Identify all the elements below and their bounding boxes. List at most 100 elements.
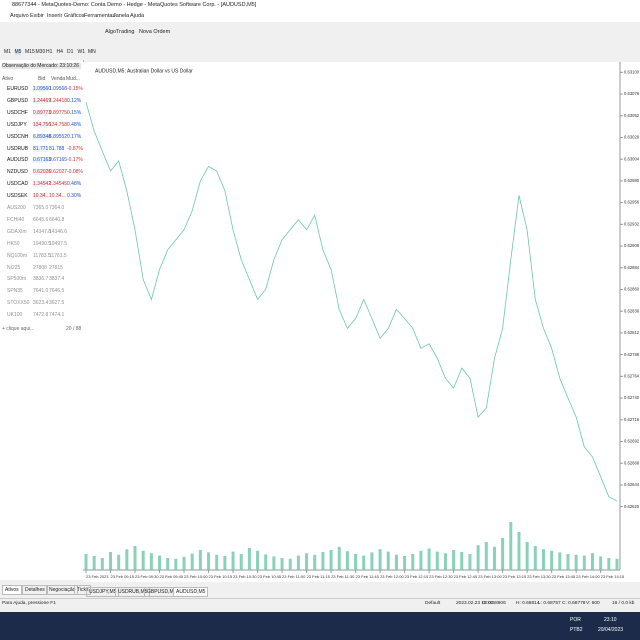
ask: 19497.5 (49, 240, 68, 247)
volume-bar (386, 551, 390, 570)
menu-bar (0, 11, 640, 22)
symbol[interactable]: GDAXIm (7, 228, 27, 235)
panel-tab[interactable]: Ticks (74, 585, 92, 595)
x-tick-label: 23 Feb 10:30 (233, 574, 257, 579)
y-tick-label: 0.62764 (624, 373, 640, 378)
menu-item[interactable]: Arquivo (10, 13, 29, 19)
status-volume: V: 600 (586, 601, 600, 606)
volume-bar (484, 542, 488, 570)
status-open: O: 0.68806 (482, 601, 506, 606)
timeframe-button[interactable]: M30 (35, 49, 46, 55)
change: 0.12% (67, 97, 82, 104)
status-help: Para Ajuda, pressione F1 (2, 601, 56, 606)
symbol[interactable]: USDCNH (7, 133, 29, 140)
timeframe-button[interactable]: MN (88, 49, 96, 55)
volume-bar (231, 551, 235, 570)
timeframe-button[interactable]: H1 (46, 49, 53, 55)
symbol[interactable]: USDRUB (7, 145, 29, 152)
panel-tab[interactable]: Negociação (46, 585, 79, 595)
symbol[interactable]: USDCAD (7, 181, 29, 188)
chart-tab[interactable]: USDJPY,M5 (86, 587, 120, 597)
symbol[interactable]: NI225 (7, 264, 21, 271)
symbol[interactable]: GBPUSD (7, 97, 29, 104)
symbol[interactable]: UK100 (7, 312, 23, 319)
x-tick-label: 23 Feb 09:15 (111, 574, 135, 579)
toolbar-button[interactable]: AlgoTrading (105, 29, 135, 35)
status-time: 2023.02.23 10:00 (456, 601, 494, 606)
x-tick-label: 23 Feb 14:00 (576, 574, 600, 579)
volume-bar (305, 553, 309, 570)
panel-tab[interactable]: Detalhes (22, 585, 48, 595)
symbol[interactable]: SPN35 (7, 288, 23, 295)
timeframe-button[interactable]: M15 (25, 49, 35, 55)
menu-item[interactable]: Exibir (30, 13, 44, 19)
chart-tab[interactable]: AUDUSD,M5 (173, 587, 209, 597)
volume-bar (403, 556, 407, 570)
timeframe-button[interactable]: W1 (77, 49, 86, 55)
y-tick-label: 0.62932 (624, 221, 640, 226)
ask: 6.89552 (49, 133, 68, 140)
symbol[interactable]: STOXX50 (7, 300, 30, 307)
symbol[interactable]: USDCHF (7, 109, 28, 116)
volume-bar (345, 551, 349, 570)
symbol[interactable]: HK50 (7, 240, 20, 247)
ask: 7474.1 (49, 312, 65, 319)
menu-item[interactable]: Gráficos (64, 13, 85, 19)
chart-tab[interactable]: USDRUB,M5 (115, 587, 151, 597)
y-tick-label: 0.63052 (624, 113, 640, 118)
y-tick-label: 0.62716 (624, 417, 640, 422)
symbol[interactable]: NZDUSD (7, 169, 28, 176)
bid: 7641.0 (33, 288, 49, 295)
timeframe-button[interactable]: M5 (14, 49, 22, 55)
timeframe-button[interactable]: M1 (4, 49, 11, 55)
y-tick-label: 0.62836 (624, 308, 640, 313)
bid: 19490.5 (33, 240, 52, 247)
bid: 6.89348 (33, 133, 52, 140)
x-tick-label: 23 Feb 10:45 (258, 574, 282, 579)
volume-bar (239, 554, 243, 570)
symbol[interactable]: FCHI40 (7, 216, 25, 223)
x-tick-label: 23 Feb 13:45 (552, 574, 576, 579)
timeframe-button[interactable]: H4 (56, 49, 63, 55)
menu-item[interactable]: Inserir (47, 13, 63, 19)
symbol[interactable]: SP500m (7, 276, 27, 283)
y-tick-label: 0.62788 (624, 352, 640, 357)
menu-item[interactable]: Janela (113, 13, 130, 19)
taskbar-date: 20/04/2023 (598, 627, 624, 633)
volume-bar (615, 558, 619, 570)
title-bar (0, 0, 640, 11)
bid: 1.34542 (33, 181, 52, 188)
y-tick-label: 0.63100 (624, 69, 640, 74)
volume-bar (117, 554, 121, 570)
menu-item[interactable]: Ajuda (130, 13, 145, 19)
bid: 0.62026 (33, 169, 52, 176)
add-symbol[interactable]: + clique aqui... (2, 326, 35, 332)
ask: 81.788 (49, 145, 65, 152)
volume-bar (215, 554, 219, 570)
volume-bar (558, 552, 562, 570)
symbol[interactable]: NQ100m (7, 252, 28, 259)
volume-bar (362, 555, 366, 570)
volume-bar (133, 546, 137, 570)
symbol[interactable]: USDSEK (7, 193, 28, 200)
menu-item[interactable]: Ferramentas (84, 13, 116, 19)
volume-bar (517, 532, 521, 570)
symbol[interactable]: AUS200 (7, 205, 26, 211)
symbol[interactable]: AUDUSD (7, 157, 29, 164)
symbol[interactable]: EURUSD (7, 86, 29, 92)
y-tick-label: 0.62668 (624, 460, 640, 465)
toolbar-button[interactable]: Nova Ordem (139, 29, 171, 35)
volume-bar (411, 554, 415, 570)
volume-bar (607, 558, 611, 570)
panel-tab[interactable]: Ativos (2, 585, 22, 595)
y-tick-label: 0.62812 (624, 330, 640, 335)
bid: 0.89773 (33, 109, 52, 116)
volume-bar (207, 552, 211, 570)
x-tick-label: 23 Feb 10:15 (209, 574, 233, 579)
timeframe-button[interactable]: D1 (67, 49, 74, 55)
volume-bar (321, 552, 325, 570)
volume-bar (190, 553, 194, 570)
ask: 0.62027 (49, 169, 68, 176)
symbol[interactable]: USDJPY (7, 121, 27, 128)
bid: 1.24469 (33, 97, 52, 104)
